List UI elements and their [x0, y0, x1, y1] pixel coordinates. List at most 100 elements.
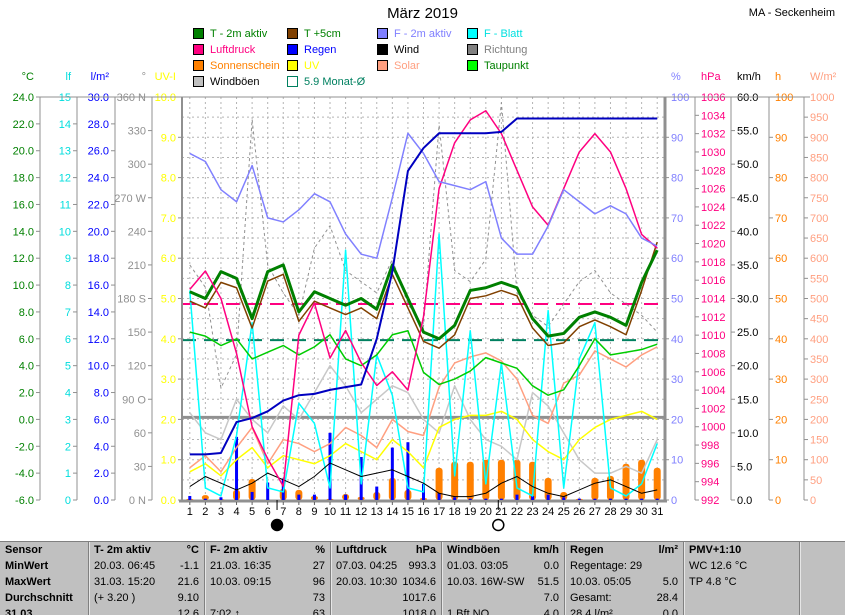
svg-text:1002: 1002 [701, 403, 725, 415]
svg-text:992: 992 [701, 495, 719, 507]
day-label: 8 [296, 506, 302, 518]
svg-text:18.0: 18.0 [13, 173, 34, 185]
svg-text:10.0: 10.0 [13, 280, 34, 292]
svg-text:10: 10 [775, 455, 787, 467]
svg-text:5: 5 [65, 361, 71, 373]
svg-text:6.0: 6.0 [19, 334, 34, 346]
svg-text:26.0: 26.0 [88, 146, 109, 158]
table-group-header: PMV+1:10 [689, 544, 742, 556]
svg-text:-6.0: -6.0 [15, 495, 34, 507]
table-cell-row: 01.03. 03:05 0.0 [447, 560, 559, 572]
svg-text:22.0: 22.0 [88, 199, 109, 211]
svg-text:-2.0: -2.0 [15, 441, 34, 453]
svg-text:7: 7 [65, 307, 71, 319]
day-label: 25 [558, 506, 570, 518]
svg-text:550: 550 [810, 273, 828, 285]
legend-item-label: UV [304, 59, 320, 72]
svg-text:3.0: 3.0 [161, 374, 176, 386]
legend-item-t-2m-aktiv: T - 2m aktiv [193, 27, 267, 40]
table-cell-row: 31.03. 15:20 21.6 [94, 576, 199, 588]
day-label: 11 [340, 506, 351, 518]
legend-item-sonnenschein: Sonnenschein [193, 59, 280, 72]
svg-text:10.0: 10.0 [88, 361, 109, 373]
svg-text:0: 0 [775, 495, 781, 507]
legend-item-label: T +5cm [304, 27, 341, 40]
legend-item-f-2m-aktiv: F - 2m aktiv [377, 27, 451, 40]
svg-text:700: 700 [810, 213, 828, 225]
table-row-label: Durchschnitt [5, 592, 73, 604]
svg-text:14.0: 14.0 [13, 226, 34, 238]
t-2m-aktiv-swatch-icon [193, 28, 204, 39]
svg-text:1000: 1000 [810, 92, 834, 104]
svg-text:°: ° [142, 71, 146, 83]
day-label: 20 [480, 506, 492, 518]
legend-item-f-blatt: F - Blatt [467, 27, 523, 40]
svg-text:90 O: 90 O [122, 394, 146, 406]
day-label: 2 [202, 506, 208, 518]
svg-text:10.0: 10.0 [737, 428, 758, 440]
table-group-6: PMV+1:10 WC 12.6 °C TP 4.8 °C [683, 542, 799, 615]
svg-text:0.0: 0.0 [94, 495, 109, 507]
svg-text:20.0: 20.0 [13, 146, 34, 158]
f-2m-aktiv-swatch-icon [377, 28, 388, 39]
regen-swatch-icon [287, 44, 298, 55]
svg-text:22.0: 22.0 [13, 119, 34, 131]
svg-text:6.0: 6.0 [161, 253, 176, 265]
table-row-labels: Sensor MinWert MaxWert Durchschnitt 31.03. [0, 542, 88, 615]
windboeen-swatch-icon [193, 76, 204, 87]
series-windboeen [189, 364, 658, 474]
svg-text:12.0: 12.0 [13, 253, 34, 265]
svg-text:1004: 1004 [701, 385, 725, 397]
table-cell-row: WC 12.6 °C [689, 560, 748, 572]
svg-text:1018: 1018 [701, 257, 725, 269]
svg-text:4.0: 4.0 [161, 334, 176, 346]
svg-text:15.0: 15.0 [737, 394, 758, 406]
table-group-header: Regen l/m² [570, 544, 678, 556]
svg-text:10.0: 10.0 [155, 92, 176, 104]
svg-text:14: 14 [59, 119, 71, 131]
svg-text:300: 300 [128, 159, 146, 171]
svg-text:W/m²: W/m² [810, 71, 837, 83]
table-cell-row: 73 [312, 592, 325, 604]
svg-text:60.0: 60.0 [737, 92, 758, 104]
day-label: 30 [636, 506, 648, 518]
svg-text:998: 998 [701, 440, 719, 452]
svg-text:30: 30 [134, 461, 146, 473]
svg-text:20.0: 20.0 [88, 226, 109, 238]
svg-text:1022: 1022 [701, 220, 725, 232]
svg-text:50: 50 [671, 294, 683, 306]
svg-text:3: 3 [65, 414, 71, 426]
svg-text:360 N: 360 N [117, 92, 146, 104]
svg-text:270 W: 270 W [114, 193, 146, 205]
svg-text:100: 100 [671, 92, 689, 104]
svg-text:11: 11 [60, 199, 71, 211]
svg-text:1016: 1016 [701, 275, 725, 287]
svg-text:650: 650 [810, 233, 828, 245]
svg-text:2.0: 2.0 [94, 468, 109, 480]
table-group-5: Regen l/m² Regentage: 29 10.03. 05:05 5.0 Ges… [564, 542, 683, 615]
table-cell-row: 7:02 ↑ 63 [210, 608, 325, 615]
legend-item-monats-mittel: 5.9 Monat-Ø [287, 75, 365, 88]
table-group-header: T- 2m aktiv °C [94, 544, 199, 556]
day-label: 27 [589, 506, 601, 518]
svg-text:150: 150 [128, 327, 146, 339]
table-cell-row: 20.03. 06:45 -1.1 [94, 560, 199, 572]
svg-text:1010: 1010 [701, 330, 725, 342]
svg-text:60: 60 [134, 428, 146, 440]
day-label: 1 [187, 506, 193, 518]
table-cell-row: (+ 3.20 ) 9.10 [94, 592, 199, 604]
day-label: 31 [651, 506, 663, 518]
t-plus5cm-swatch-icon [287, 28, 298, 39]
svg-text:14.0: 14.0 [88, 307, 109, 319]
table-cell-row: 07.03. 04:25 993.3 [336, 560, 436, 572]
full-moon-icon [492, 518, 505, 532]
series-regen-summe [189, 117, 658, 456]
table-group-header: Luftdruck hPa [336, 544, 436, 556]
svg-text:45.0: 45.0 [737, 193, 758, 205]
svg-text:40: 40 [671, 334, 683, 346]
svg-text:80: 80 [671, 173, 683, 185]
svg-text:20.0: 20.0 [737, 361, 758, 373]
svg-text:850: 850 [810, 152, 828, 164]
svg-text:210: 210 [128, 260, 146, 272]
